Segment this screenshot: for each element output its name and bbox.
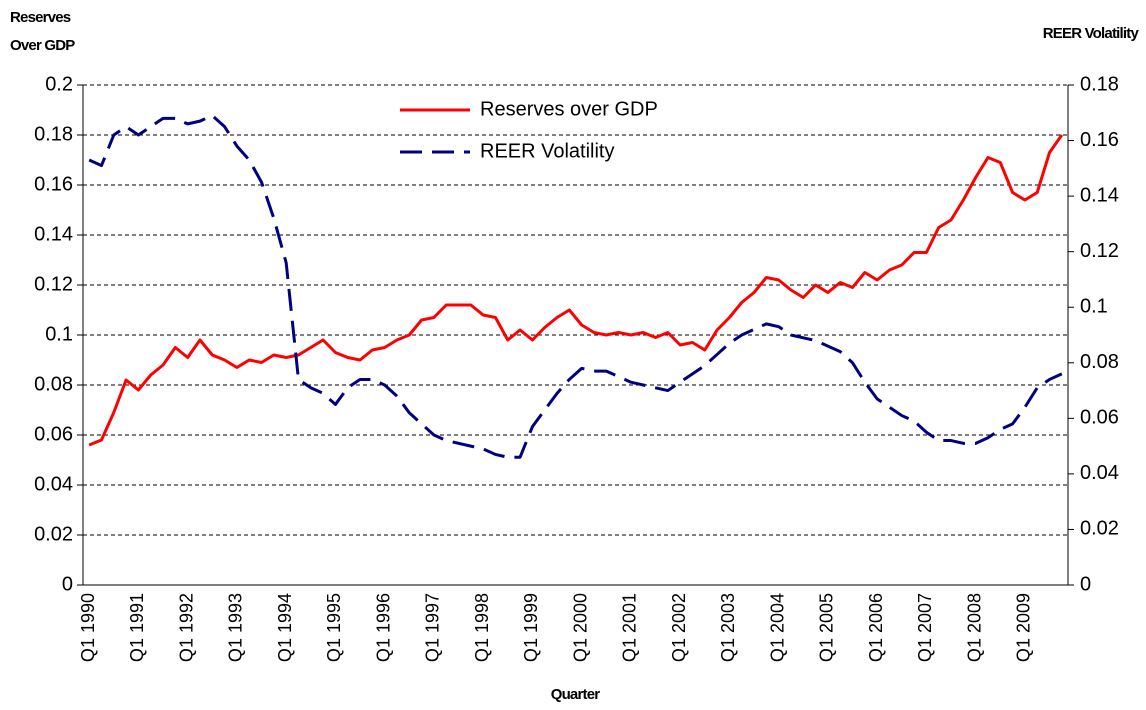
x-tick-label: Q1 2008 — [964, 593, 984, 662]
x-tick-label: Q1 1995 — [324, 593, 344, 662]
x-tick-label: Q1 1998 — [472, 593, 492, 662]
x-tick-label: Q1 2000 — [570, 593, 590, 662]
y-tick-label: 0.1 — [45, 323, 73, 345]
x-tick-label: Q1 2007 — [915, 593, 935, 662]
y-tick-label: 0.2 — [45, 73, 73, 95]
y2-tick-label: 0.1 — [1080, 296, 1108, 318]
series-line — [88, 114, 1063, 459]
x-tick-label: Q1 2003 — [718, 593, 738, 662]
y2-tick-label: 0.06 — [1080, 407, 1119, 429]
x-tick-label: Q1 1991 — [127, 593, 147, 662]
legend-label: Reserves over GDP — [480, 98, 658, 120]
x-tick-label: Q1 1997 — [423, 593, 443, 662]
x-tick-label: Q1 1996 — [373, 593, 393, 662]
y-tick-label: 0 — [62, 573, 73, 595]
y-tick-label: 0.12 — [34, 273, 73, 295]
x-tick-label: Q1 1993 — [226, 593, 246, 662]
y2-tick-label: 0 — [1080, 573, 1091, 595]
y-axis-label: Reserves — [10, 9, 71, 26]
y-tick-label: 0.02 — [34, 523, 73, 545]
x-tick-label: Q1 2006 — [866, 593, 886, 662]
y-tick-label: 0.04 — [34, 473, 73, 495]
y2-axis-label: REER Volatility — [1043, 25, 1140, 42]
y-tick-label: 0.06 — [34, 423, 73, 445]
y2-tick-label: 0.12 — [1080, 240, 1119, 262]
x-tick-label: Q1 1990 — [78, 593, 98, 662]
series-line — [88, 134, 1064, 447]
y2-tick-label: 0.04 — [1080, 462, 1119, 484]
x-tick-label: Q1 1992 — [176, 593, 196, 662]
y-tick-label: 0.08 — [34, 373, 73, 395]
x-tick-label: Q1 2002 — [669, 593, 689, 662]
legend-label: REER Volatility — [480, 140, 615, 162]
y2-tick-label: 0.08 — [1080, 351, 1119, 373]
x-tick-label: Q1 1994 — [275, 593, 295, 662]
y2-tick-label: 0.14 — [1080, 184, 1119, 206]
y-tick-label: 0.16 — [34, 173, 73, 195]
x-axis-label: Quarter — [551, 686, 601, 703]
y2-tick-label: 0.18 — [1080, 73, 1119, 95]
x-tick-label: Q1 1999 — [521, 593, 541, 662]
y-axis-label: Over GDP — [10, 37, 75, 54]
x-tick-label: Q1 2004 — [767, 593, 787, 662]
y-tick-label: 0.14 — [34, 223, 73, 245]
x-tick-label: Q1 2001 — [620, 593, 640, 662]
x-tick-label: Q1 2009 — [1014, 593, 1034, 662]
y-tick-label: 0.18 — [34, 123, 73, 145]
y2-tick-label: 0.16 — [1080, 129, 1119, 151]
y2-tick-label: 0.02 — [1080, 518, 1119, 540]
x-tick-label: Q1 2005 — [817, 593, 837, 662]
